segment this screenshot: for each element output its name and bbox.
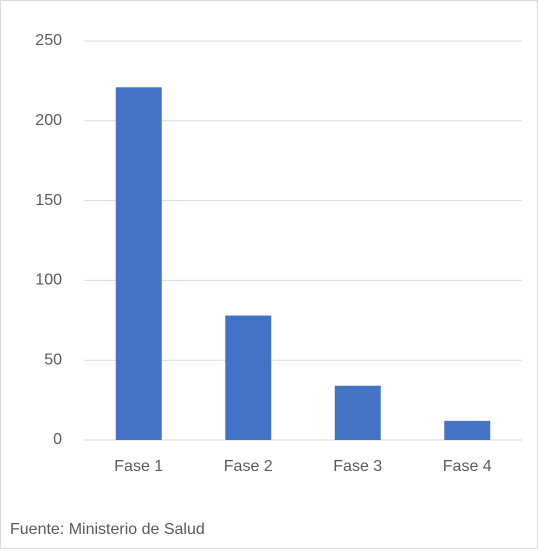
x-tick-label: Fase 2 xyxy=(224,458,273,475)
y-tick-label: 200 xyxy=(35,112,62,129)
bar xyxy=(444,420,491,440)
y-tick-label: 150 xyxy=(35,192,62,209)
source-note: Fuente: Ministerio de Salud xyxy=(10,521,205,538)
y-tick-label: 100 xyxy=(35,272,62,289)
bar xyxy=(115,87,162,440)
x-tick-label: Fase 4 xyxy=(443,458,492,475)
x-tick-label: Fase 1 xyxy=(114,458,163,475)
y-tick-label: 50 xyxy=(44,351,62,368)
bar xyxy=(225,315,272,440)
bar xyxy=(334,385,381,440)
x-tick-label: Fase 3 xyxy=(333,458,382,475)
y-tick-label: 250 xyxy=(35,32,62,49)
y-tick-label: 0 xyxy=(53,431,62,448)
